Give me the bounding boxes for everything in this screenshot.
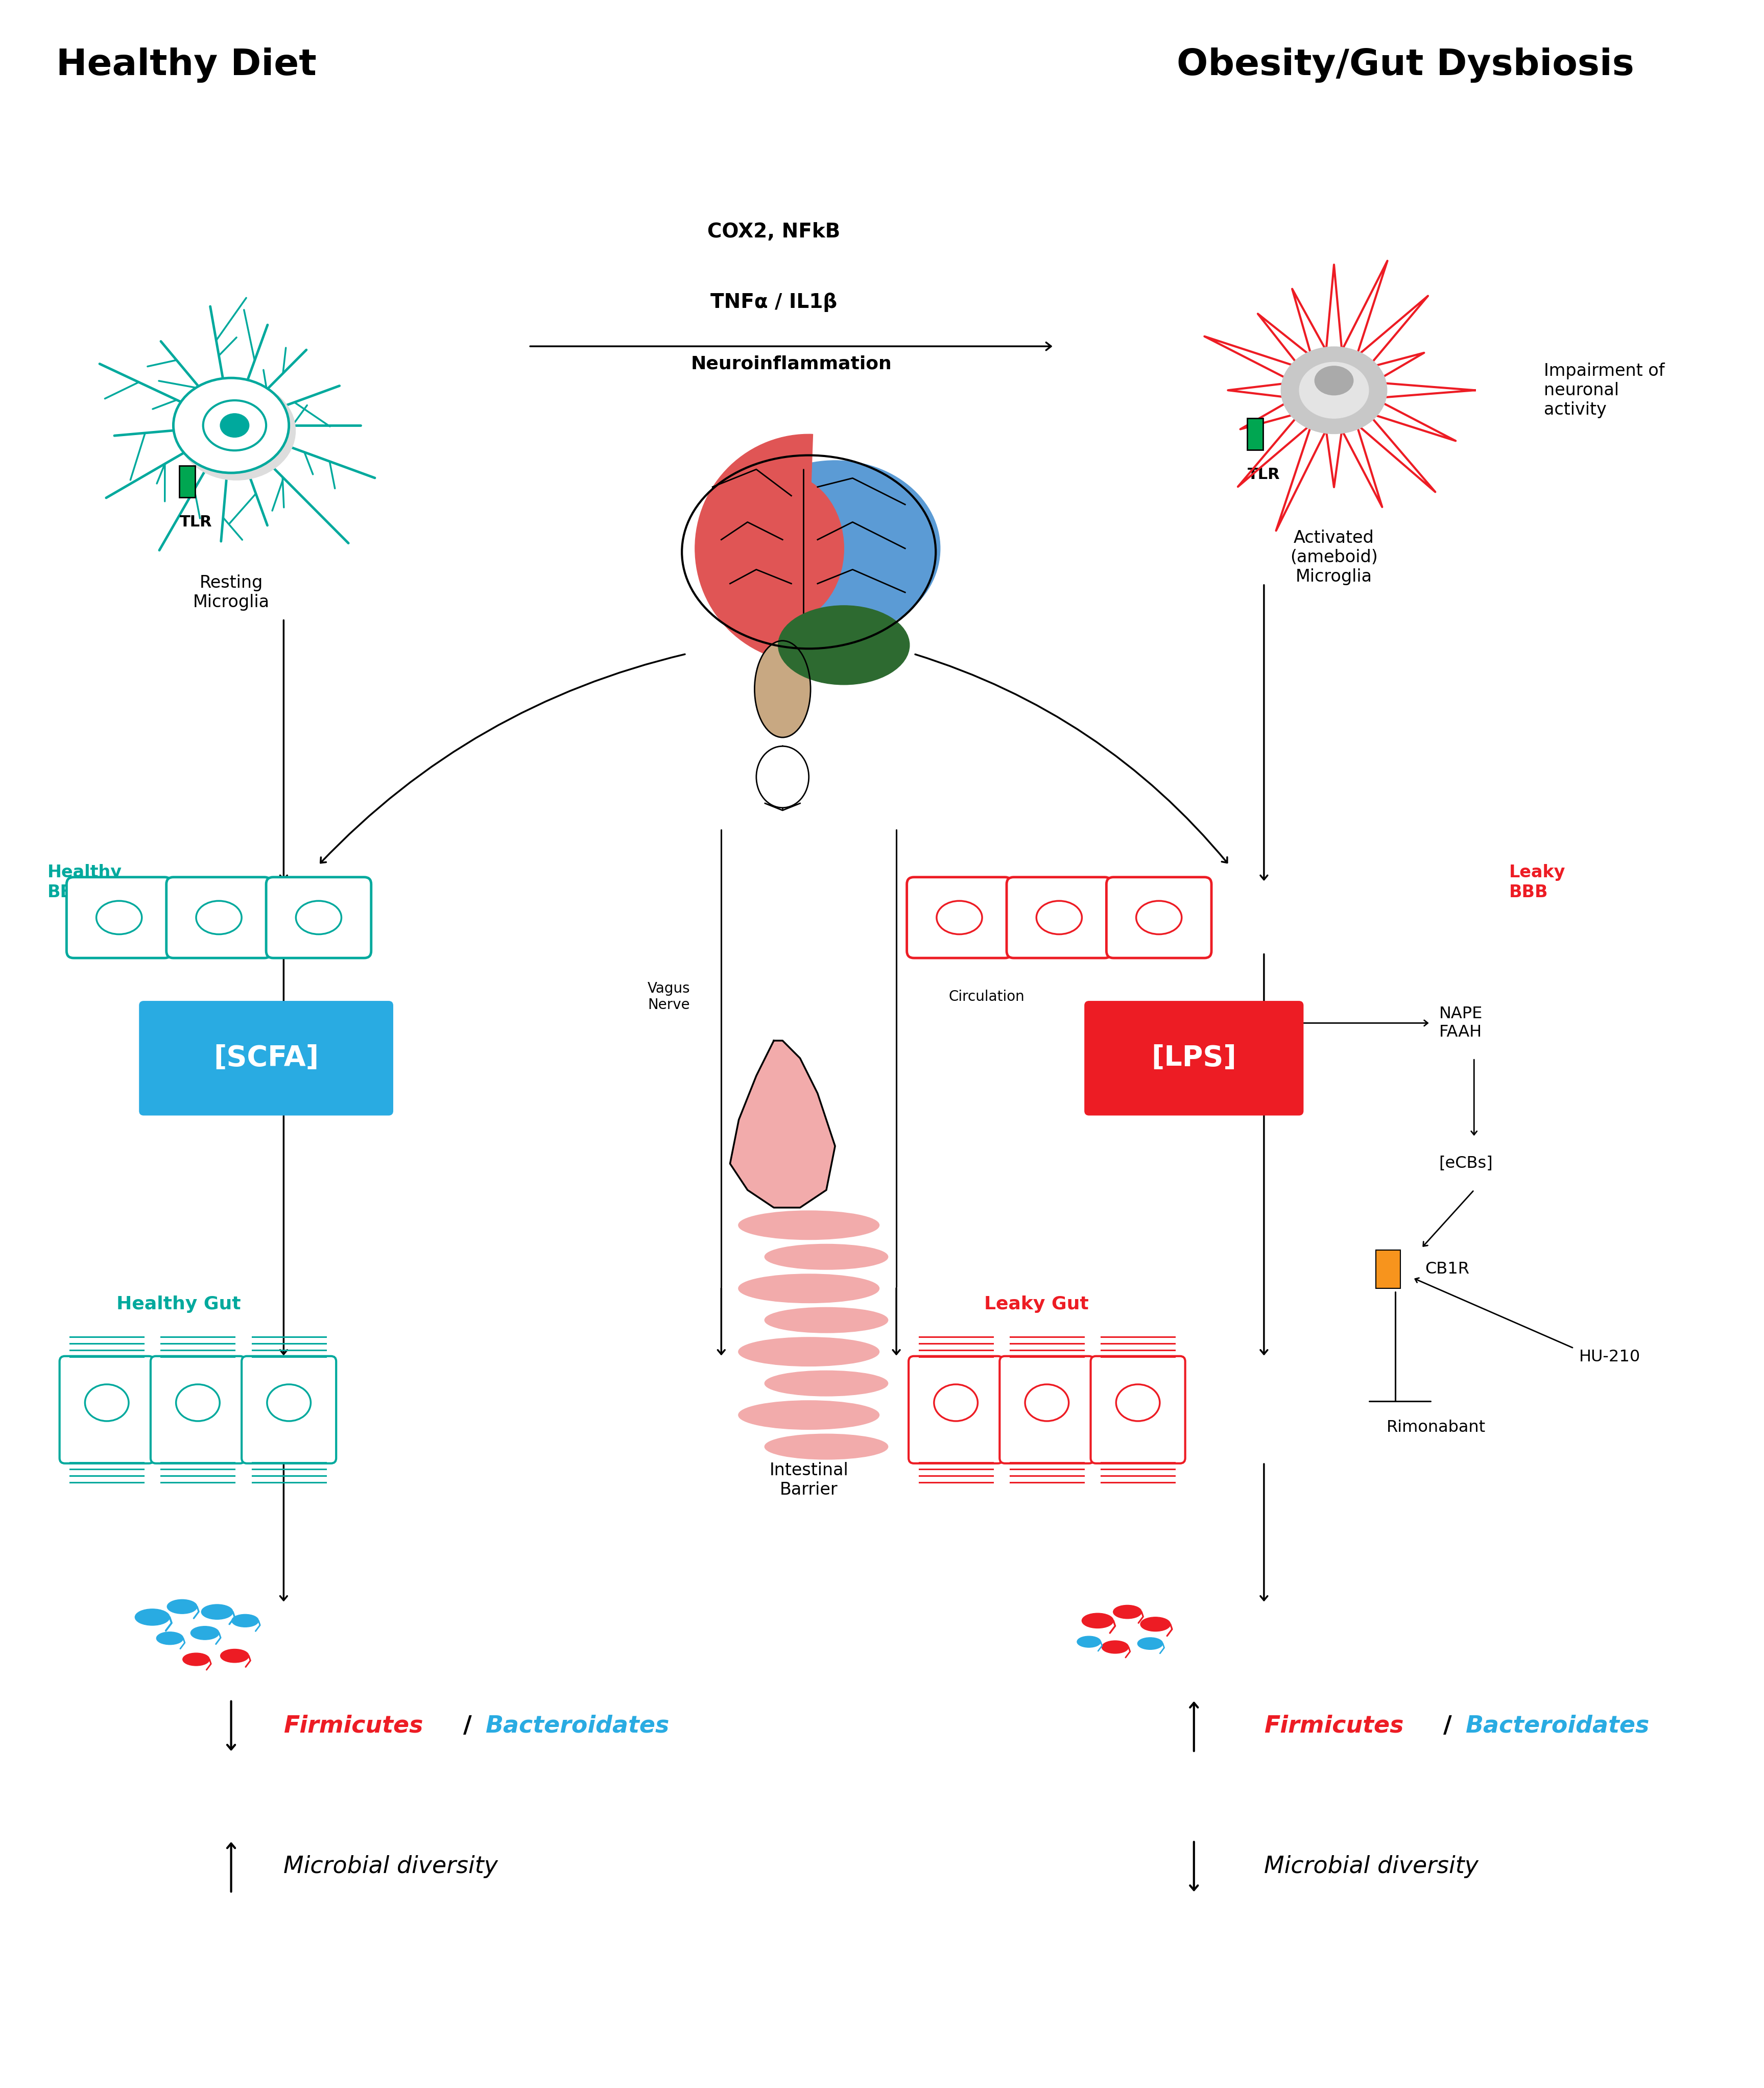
Text: Healthy Gut: Healthy Gut: [116, 1297, 242, 1313]
Ellipse shape: [1037, 900, 1081, 933]
Text: Resting
Microglia: Resting Microglia: [192, 574, 270, 610]
Ellipse shape: [173, 378, 289, 472]
Ellipse shape: [1078, 1637, 1101, 1647]
FancyBboxPatch shape: [139, 1002, 392, 1115]
Ellipse shape: [933, 1384, 977, 1422]
Text: Obesity/Gut Dysbiosis: Obesity/Gut Dysbiosis: [1177, 48, 1633, 84]
Ellipse shape: [191, 1627, 219, 1639]
Polygon shape: [730, 1040, 834, 1207]
Ellipse shape: [203, 401, 266, 451]
Text: Bacteroidates: Bacteroidates: [485, 1714, 669, 1737]
Text: Intestinal
Barrier: Intestinal Barrier: [769, 1462, 848, 1499]
FancyBboxPatch shape: [1106, 877, 1212, 958]
Ellipse shape: [220, 413, 249, 436]
Ellipse shape: [1113, 1606, 1141, 1618]
Ellipse shape: [85, 1384, 129, 1422]
Text: Healthy
BBB: Healthy BBB: [48, 864, 122, 900]
Ellipse shape: [1025, 1384, 1069, 1422]
Ellipse shape: [937, 900, 983, 933]
Text: CB1R: CB1R: [1425, 1261, 1469, 1278]
Ellipse shape: [97, 900, 141, 933]
Ellipse shape: [1081, 1614, 1113, 1629]
Ellipse shape: [766, 1372, 887, 1395]
Text: Firmicutes: Firmicutes: [1265, 1714, 1404, 1737]
Ellipse shape: [201, 1604, 233, 1620]
Ellipse shape: [176, 1384, 220, 1422]
Ellipse shape: [1300, 361, 1369, 418]
Text: COX2, NFkB: COX2, NFkB: [707, 221, 840, 242]
FancyBboxPatch shape: [907, 877, 1013, 958]
Ellipse shape: [220, 1650, 249, 1662]
Ellipse shape: [231, 1614, 259, 1627]
FancyBboxPatch shape: [1090, 1355, 1185, 1464]
Ellipse shape: [178, 382, 295, 480]
Text: Healthy Diet: Healthy Diet: [56, 48, 316, 84]
FancyBboxPatch shape: [60, 1355, 153, 1464]
Ellipse shape: [296, 900, 342, 933]
Ellipse shape: [1281, 347, 1387, 434]
Ellipse shape: [755, 641, 811, 737]
Text: Rimonabant: Rimonabant: [1387, 1420, 1485, 1434]
Text: Leaky Gut: Leaky Gut: [984, 1297, 1088, 1313]
Text: Circulation: Circulation: [949, 990, 1025, 1004]
FancyBboxPatch shape: [180, 466, 196, 497]
Text: Bacteroidates: Bacteroidates: [1466, 1714, 1649, 1737]
Ellipse shape: [721, 474, 843, 622]
Ellipse shape: [1136, 900, 1182, 933]
Ellipse shape: [1138, 1637, 1162, 1650]
Ellipse shape: [1141, 1616, 1170, 1631]
FancyBboxPatch shape: [266, 877, 370, 958]
Text: [SCFA]: [SCFA]: [213, 1044, 319, 1071]
FancyBboxPatch shape: [67, 877, 171, 958]
Text: [eCBs]: [eCBs]: [1439, 1157, 1492, 1171]
FancyBboxPatch shape: [242, 1355, 337, 1464]
Ellipse shape: [168, 1599, 198, 1614]
Ellipse shape: [730, 461, 940, 637]
Text: HU-210: HU-210: [1579, 1349, 1641, 1366]
Text: TLR: TLR: [1247, 468, 1281, 482]
Text: Impairment of
neuronal
activity: Impairment of neuronal activity: [1543, 363, 1665, 418]
Ellipse shape: [173, 378, 289, 472]
Text: Activated
(ameboid)
Microglia: Activated (ameboid) Microglia: [1289, 528, 1378, 585]
FancyBboxPatch shape: [1085, 1002, 1302, 1115]
Polygon shape: [1205, 261, 1475, 530]
Text: Microbial diversity: Microbial diversity: [1265, 1856, 1478, 1879]
Ellipse shape: [183, 1654, 210, 1666]
Wedge shape: [695, 434, 813, 662]
FancyBboxPatch shape: [1000, 1355, 1094, 1464]
Text: /: /: [1443, 1714, 1452, 1737]
Text: Leaky
BBB: Leaky BBB: [1508, 864, 1565, 900]
Ellipse shape: [739, 1274, 878, 1303]
Text: NAPE
FAAH: NAPE FAAH: [1439, 1006, 1482, 1040]
Ellipse shape: [778, 606, 910, 685]
Text: TNFα / IL1β: TNFα / IL1β: [711, 292, 838, 311]
FancyBboxPatch shape: [1247, 418, 1263, 451]
Ellipse shape: [766, 1244, 887, 1270]
Ellipse shape: [739, 1401, 878, 1428]
Text: Neuroinflammation: Neuroinflammation: [691, 355, 893, 372]
Text: Firmicutes: Firmicutes: [284, 1714, 423, 1737]
Ellipse shape: [1117, 1384, 1159, 1422]
Ellipse shape: [1102, 1641, 1129, 1654]
Ellipse shape: [739, 1211, 878, 1240]
Ellipse shape: [196, 900, 242, 933]
Ellipse shape: [136, 1610, 169, 1624]
FancyBboxPatch shape: [150, 1355, 245, 1464]
FancyBboxPatch shape: [908, 1355, 1004, 1464]
Text: Vagus
Nerve: Vagus Nerve: [647, 981, 690, 1013]
Text: Microbial diversity: Microbial diversity: [284, 1856, 497, 1879]
Ellipse shape: [757, 745, 810, 808]
Text: [LPS]: [LPS]: [1152, 1044, 1237, 1071]
Ellipse shape: [766, 1307, 887, 1332]
Ellipse shape: [739, 1338, 878, 1366]
Text: TLR: TLR: [180, 514, 212, 530]
Ellipse shape: [266, 1384, 310, 1422]
Ellipse shape: [1314, 365, 1353, 395]
Ellipse shape: [157, 1633, 183, 1645]
FancyBboxPatch shape: [1007, 877, 1111, 958]
FancyBboxPatch shape: [1376, 1251, 1401, 1288]
FancyBboxPatch shape: [166, 877, 272, 958]
Text: /: /: [464, 1714, 471, 1737]
Ellipse shape: [766, 1434, 887, 1460]
